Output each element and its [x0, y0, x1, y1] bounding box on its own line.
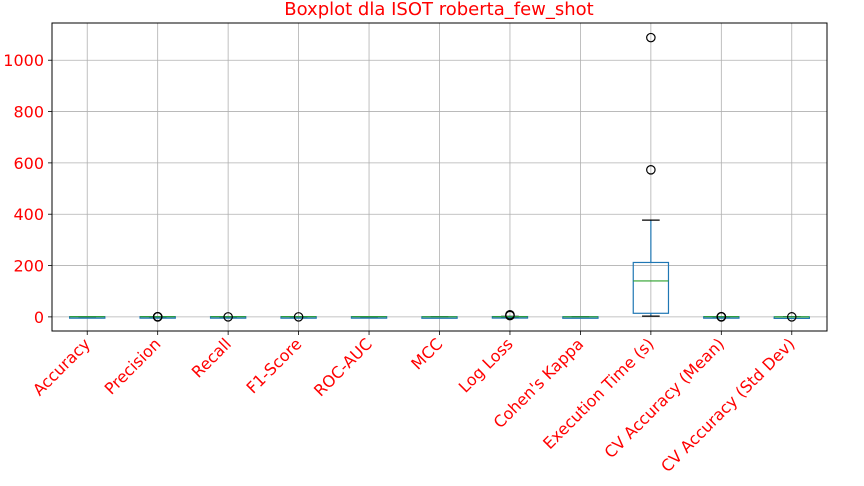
grid	[52, 23, 827, 331]
box-execution-time-s	[632, 32, 670, 317]
x-tick-label: F1-Score	[243, 334, 306, 397]
x-tick-label: Log Loss	[455, 334, 517, 396]
x-tick-label: CV Accuracy (Mean)	[601, 334, 729, 462]
box-roc-auc	[350, 316, 388, 319]
outlier-point	[293, 312, 304, 322]
outlier-point	[786, 312, 797, 322]
y-tick-label: 200	[13, 257, 44, 276]
y-tick-label: 1000	[3, 51, 44, 70]
y-tick-label: 400	[13, 205, 44, 224]
outlier-point	[223, 312, 233, 322]
outlier-point	[152, 311, 163, 322]
x-tick-label: ROC-AUC	[310, 334, 376, 400]
box-f1-score	[280, 312, 317, 322]
y-tick-label: 800	[13, 103, 44, 122]
x-axis: Accuracy Precision Recall F1-Score ROC-AUC MC…	[29, 331, 799, 476]
y-tick-label: 600	[13, 154, 44, 173]
box-cv-accuracy-std-dev	[773, 312, 810, 322]
outlier-point	[505, 310, 515, 320]
box-precision	[139, 311, 176, 322]
x-tick-label: Recall	[188, 334, 235, 381]
box-cohen-s-kappa	[562, 316, 599, 319]
outlier-point	[646, 165, 656, 175]
outlier-point	[646, 32, 656, 43]
box-cv-accuracy-mean	[703, 311, 740, 322]
y-axis: 0 200 400 600 800 1000	[3, 51, 52, 327]
box-log-loss	[491, 310, 529, 321]
y-tick-label: 0	[34, 308, 44, 327]
box-recall	[209, 312, 247, 322]
box-mcc	[421, 316, 458, 319]
x-tick-label: Accuracy	[29, 334, 94, 399]
boxes	[69, 32, 810, 322]
x-tick-label: Precision	[101, 334, 165, 398]
outlier-point	[716, 311, 727, 322]
box-accuracy	[69, 316, 106, 319]
chart-title: Boxplot dla ISOT roberta_few_shot	[284, 0, 593, 20]
x-tick-label: CV Accuracy (Std Dev)	[657, 334, 799, 476]
x-tick-label: MCC	[407, 334, 446, 373]
iqr-box	[632, 261, 670, 314]
